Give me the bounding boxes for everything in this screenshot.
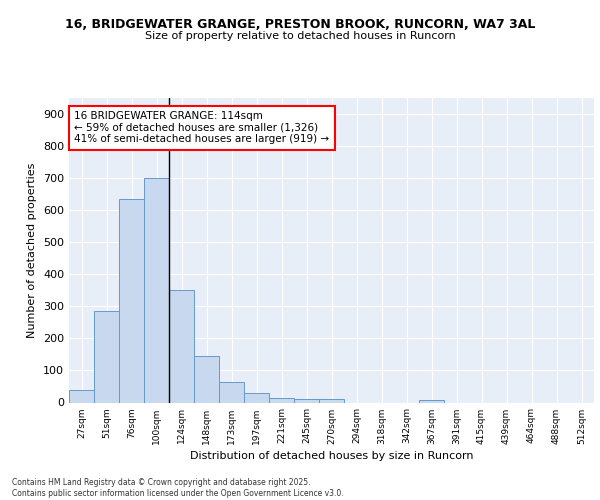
- Bar: [219, 382, 244, 402]
- Bar: [294, 400, 319, 402]
- Y-axis label: Number of detached properties: Number of detached properties: [28, 162, 37, 338]
- Text: Contains HM Land Registry data © Crown copyright and database right 2025.
Contai: Contains HM Land Registry data © Crown c…: [12, 478, 344, 498]
- Bar: [319, 400, 344, 402]
- Text: 16, BRIDGEWATER GRANGE, PRESTON BROOK, RUNCORN, WA7 3AL: 16, BRIDGEWATER GRANGE, PRESTON BROOK, R…: [65, 18, 535, 30]
- Bar: [119, 198, 144, 402]
- Bar: [269, 398, 294, 402]
- Bar: [194, 356, 219, 403]
- Bar: [69, 390, 94, 402]
- Text: 16 BRIDGEWATER GRANGE: 114sqm
← 59% of detached houses are smaller (1,326)
41% o: 16 BRIDGEWATER GRANGE: 114sqm ← 59% of d…: [74, 111, 329, 144]
- X-axis label: Distribution of detached houses by size in Runcorn: Distribution of detached houses by size …: [190, 450, 473, 460]
- Bar: [94, 311, 119, 402]
- Bar: [144, 178, 169, 402]
- Bar: [169, 290, 194, 403]
- Bar: [244, 393, 269, 402]
- Text: Size of property relative to detached houses in Runcorn: Size of property relative to detached ho…: [145, 31, 455, 41]
- Bar: [419, 400, 444, 402]
